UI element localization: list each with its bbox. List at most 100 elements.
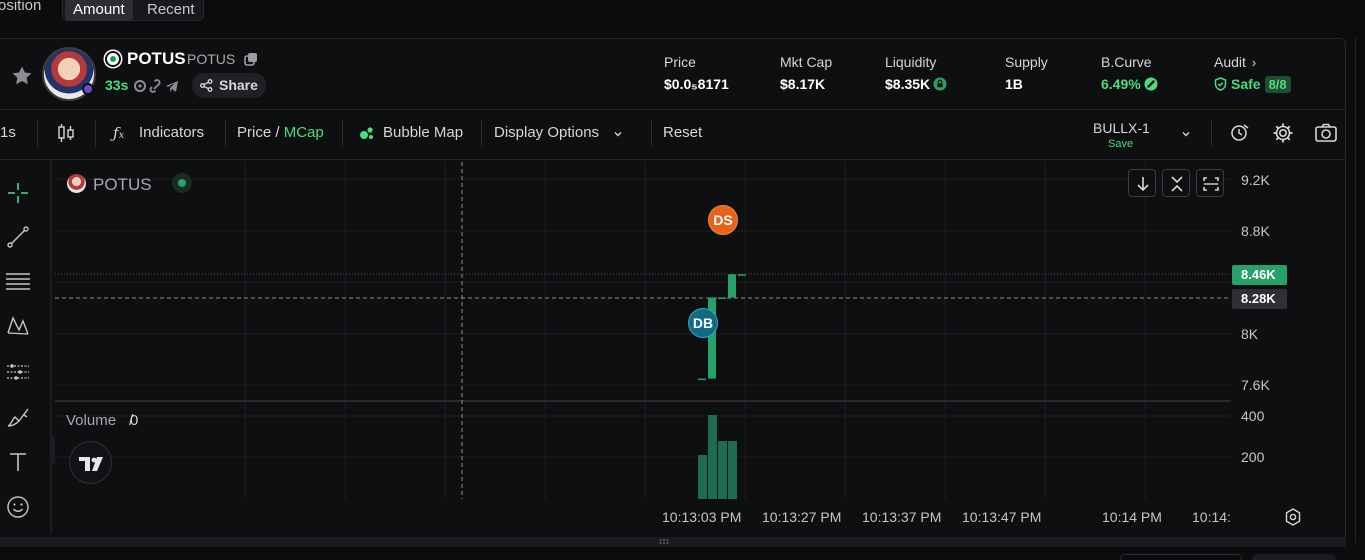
liquidity-value-row: $8.35K bbox=[885, 76, 947, 92]
mktcap-label: Mkt Cap bbox=[780, 54, 833, 70]
mktcap-value: $8.17K bbox=[780, 76, 826, 92]
candle bbox=[728, 274, 736, 298]
emoji-icon[interactable] bbox=[5, 494, 31, 520]
fib-lines-icon[interactable] bbox=[5, 268, 31, 294]
drag-handle-icon[interactable] bbox=[659, 539, 669, 544]
token-symbol: POTUS bbox=[187, 51, 236, 67]
top-tab-strip: osition Amount Recent bbox=[0, 0, 1365, 26]
live-status-icon bbox=[172, 173, 192, 193]
liquidity-label: Liquidity bbox=[885, 54, 937, 70]
trend-line-icon[interactable] bbox=[5, 224, 31, 250]
tab-recent[interactable]: Recent bbox=[147, 1, 195, 18]
y-tick: 8K bbox=[1241, 326, 1259, 342]
x-tick: 10:14: bbox=[1192, 509, 1231, 525]
toolbar-separator bbox=[95, 120, 96, 147]
x-tick: 10:14 PM bbox=[1102, 509, 1162, 525]
candle bbox=[698, 378, 706, 381]
pill-icon bbox=[1144, 77, 1158, 91]
dev-buy-marker[interactable]: DB bbox=[688, 308, 718, 338]
header-divider bbox=[0, 109, 1346, 110]
tab-group: Amount Recent bbox=[62, 0, 204, 21]
toolbar-border bbox=[50, 160, 52, 534]
grid-lines bbox=[55, 162, 1231, 499]
bcurve-value-row: 6.49% bbox=[1101, 76, 1158, 92]
legend-token-logo bbox=[67, 174, 86, 193]
bottom-button[interactable] bbox=[1252, 554, 1336, 560]
axis-settings-icon[interactable] bbox=[1283, 507, 1303, 527]
shield-icon bbox=[1214, 77, 1227, 91]
audit-badge: 8/8 bbox=[1264, 76, 1291, 93]
gear-icon[interactable] bbox=[1271, 121, 1295, 145]
volume-bar bbox=[728, 441, 737, 499]
social-icons[interactable] bbox=[133, 79, 189, 93]
tradingview-icon bbox=[79, 457, 103, 471]
collapse-pane-button[interactable] bbox=[1162, 169, 1190, 197]
chart-canvas[interactable] bbox=[55, 162, 1231, 499]
token-age: 33s bbox=[105, 77, 129, 93]
candle bbox=[708, 297, 716, 379]
text-tool-icon[interactable] bbox=[5, 449, 31, 475]
tab-amount[interactable]: Amount bbox=[65, 0, 133, 21]
collapse-icon bbox=[1171, 176, 1183, 192]
layout-save: Save bbox=[1108, 138, 1134, 150]
crosshair-icon[interactable] bbox=[5, 180, 31, 206]
supply-value: 1B bbox=[1005, 76, 1023, 92]
audit-value-row: Safe 8/8 bbox=[1214, 76, 1291, 93]
tradingview-logo[interactable] bbox=[69, 441, 112, 484]
maximize-pane-button[interactable] bbox=[1196, 169, 1224, 197]
audit-label-row: Audit › bbox=[1214, 54, 1291, 70]
reset-button[interactable]: Reset bbox=[663, 124, 703, 141]
favorite-star-icon[interactable] bbox=[10, 64, 34, 88]
candle bbox=[738, 274, 746, 276]
bottom-button[interactable] bbox=[1120, 554, 1242, 560]
stat-mktcap: Mkt Cap $8.17K bbox=[780, 54, 832, 92]
prediction-icon[interactable] bbox=[5, 358, 31, 384]
price-mcap-toggle[interactable]: Price / MCap bbox=[237, 124, 324, 141]
x-tick: 10:13:03 PM bbox=[662, 509, 742, 525]
dev-sell-marker[interactable]: DS bbox=[708, 205, 738, 235]
x-tick: 10:13:47 PM bbox=[962, 509, 1042, 525]
candles-icon[interactable] bbox=[54, 121, 78, 145]
interval-select[interactable]: 1s bbox=[0, 124, 16, 141]
x-tick: 10:13:27 PM bbox=[762, 509, 842, 525]
resize-bar[interactable] bbox=[0, 537, 1346, 547]
alert-clock-icon[interactable] bbox=[1228, 121, 1252, 145]
pump-icon bbox=[105, 51, 121, 67]
chain-badge-icon bbox=[82, 83, 94, 95]
toolbar-separator bbox=[342, 120, 343, 147]
tab-position[interactable]: osition bbox=[0, 0, 42, 14]
volume-bar bbox=[708, 415, 717, 499]
volume-tick: 200 bbox=[1241, 449, 1265, 465]
scroll-to-end-button[interactable] bbox=[1128, 169, 1156, 197]
indicators-label: Indicators bbox=[139, 124, 205, 141]
function-icon: ƒx bbox=[113, 124, 125, 142]
mcap-toggle-label: MCap bbox=[283, 124, 324, 141]
stat-audit[interactable]: Audit › Safe 8/8 bbox=[1214, 54, 1291, 93]
price-label: Price bbox=[664, 54, 696, 70]
copy-icon[interactable] bbox=[244, 52, 258, 66]
chevron-down-icon bbox=[1182, 132, 1190, 137]
price-toggle-label: Price bbox=[237, 124, 272, 141]
telegram-icon bbox=[166, 81, 178, 92]
camera-icon[interactable] bbox=[1314, 121, 1338, 145]
toolbar-separator bbox=[37, 120, 38, 147]
toolbar-separator bbox=[1211, 120, 1212, 147]
last-price-tag: 8.46K bbox=[1232, 265, 1287, 285]
liquidity-value: $8.35K bbox=[885, 76, 931, 92]
y-tick: 8.8K bbox=[1241, 223, 1270, 239]
bcurve-value: 6.49% bbox=[1101, 76, 1141, 92]
share-button[interactable]: Share bbox=[192, 73, 266, 98]
brush-icon[interactable] bbox=[5, 404, 31, 430]
toggle-slash: / bbox=[275, 124, 280, 141]
bcurve-label: B.Curve bbox=[1101, 54, 1152, 70]
toolbar-separator bbox=[651, 120, 652, 147]
pattern-icon[interactable] bbox=[5, 313, 31, 339]
chevron-right-icon: › bbox=[1251, 55, 1257, 70]
volume-bar bbox=[698, 455, 707, 499]
lock-icon bbox=[933, 77, 947, 91]
search-icon bbox=[134, 80, 146, 92]
stat-bcurve: B.Curve 6.49% bbox=[1101, 54, 1158, 92]
stat-price: Price $0.0₅8171 bbox=[664, 54, 729, 92]
audit-label: Audit bbox=[1214, 54, 1246, 70]
side-panel-edge bbox=[1355, 38, 1365, 543]
